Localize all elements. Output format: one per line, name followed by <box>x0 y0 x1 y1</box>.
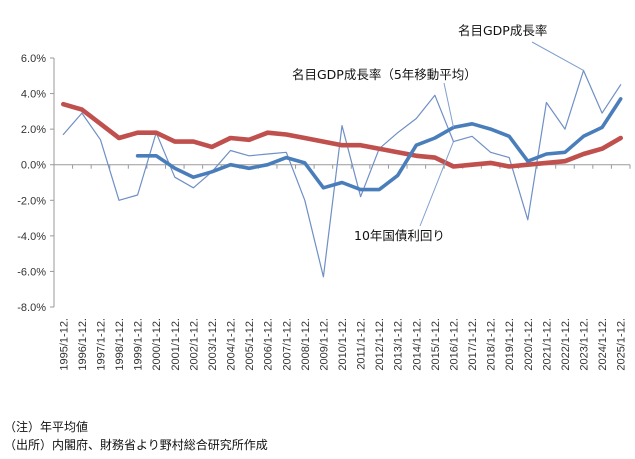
note-annual-average: （注）年平均値 <box>4 420 89 434</box>
x-tick-label: 2019/1-12. <box>504 318 516 371</box>
x-tick-label: 2025/1-12. <box>616 318 628 371</box>
series-line-nominal-gdp-ma5 <box>135 97 623 192</box>
x-tick-label: 2005/1-12. <box>244 318 256 371</box>
callout-line <box>531 41 584 71</box>
y-tick-label: -2.0% <box>17 195 46 207</box>
x-tick-label: 1996/1-12. <box>77 318 89 371</box>
series-line-nominal-gdp <box>62 69 622 278</box>
x-tick-label: 2009/1-12. <box>318 318 330 371</box>
x-tick-label: 1997/1-12. <box>95 318 107 371</box>
annotation-jgb10: 10年国債利回り <box>354 228 445 243</box>
y-axis: 6.0% 4.0% 2.0% 0.0% -2.0% -4.0% -6.0% -8.0% <box>17 53 55 314</box>
x-tick-label: 2012/1-12. <box>374 318 386 371</box>
y-tick-label: 0.0% <box>21 160 46 172</box>
x-tick-label: 2014/1-12. <box>411 318 423 371</box>
callout-lines <box>419 41 584 227</box>
x-tick-label: 2018/1-12. <box>486 318 498 371</box>
x-tick-label: 2016/1-12. <box>448 318 460 371</box>
y-tick-label: -6.0% <box>17 266 46 278</box>
y-tick-label: 4.0% <box>21 89 46 101</box>
annotation-nominal-gdp-ma5: 名目GDP成長率（5年移動平均） <box>292 67 477 82</box>
callout-line <box>443 82 454 128</box>
x-tick-label: 2000/1-12. <box>151 318 163 371</box>
x-tick-label: 2008/1-12. <box>300 318 312 371</box>
y-tick-label: -4.0% <box>17 231 46 243</box>
x-tick-label: 2006/1-12. <box>263 318 275 371</box>
x-tick-label: 2001/1-12. <box>170 318 182 371</box>
x-tick-label: 2017/1-12. <box>467 318 479 371</box>
annotation-nominal-gdp: 名目GDP成長率 <box>458 23 547 38</box>
x-tick-label: 2022/1-12. <box>560 318 572 371</box>
x-tick-label: 2021/1-12. <box>541 318 553 371</box>
x-tick-label: 2024/1-12. <box>597 318 609 371</box>
x-tick-label: 1999/1-12. <box>133 318 145 371</box>
note-source: （出所）内閣府、財務省より野村総合研究所作成 <box>4 438 268 452</box>
series-line-jgb10 <box>60 101 624 169</box>
x-tick-label: 1995/1-12. <box>58 318 70 371</box>
x-tick-label: 2013/1-12. <box>393 318 405 371</box>
series-layer <box>60 69 624 278</box>
x-axis: 1995/1-12. 1996/1-12. 1997/1-12. 1998/1-12.… <box>54 164 631 371</box>
x-tick-label: 2004/1-12. <box>226 318 238 371</box>
x-tick-label: 2010/1-12. <box>337 318 349 371</box>
x-tick-label: 2015/1-12. <box>430 318 442 371</box>
x-tick-label: 1998/1-12. <box>114 318 126 371</box>
x-tick-label: 2007/1-12. <box>281 318 293 371</box>
y-tick-label: 2.0% <box>21 124 46 136</box>
y-tick-label: 6.0% <box>21 53 46 65</box>
y-tick-label: -8.0% <box>17 302 46 314</box>
callout-line <box>419 141 454 227</box>
x-tick-label: 2020/1-12. <box>523 318 535 371</box>
x-tick-label: 2002/1-12. <box>188 318 200 371</box>
line-chart: 6.0% 4.0% 2.0% 0.0% -2.0% -4.0% -6.0% -8.0% 199… <box>17 23 631 371</box>
x-tick-label: 2003/1-12. <box>207 318 219 371</box>
x-tick-label: 2023/1-12. <box>579 318 591 371</box>
x-tick-label: 2011/1-12. <box>356 318 368 370</box>
